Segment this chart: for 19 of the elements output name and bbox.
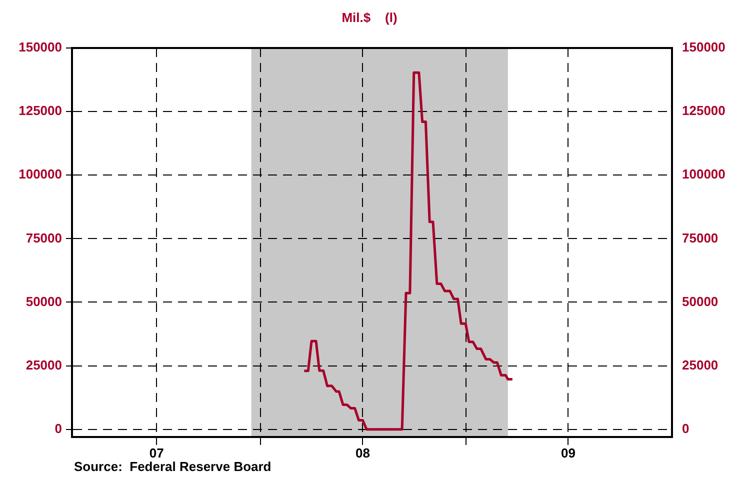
- y2-tick-label: 50000: [682, 294, 718, 309]
- y-tick-label: 25000: [26, 357, 62, 372]
- y-tick-label: 50000: [26, 294, 62, 309]
- y2-tick-label: 100000: [682, 166, 726, 182]
- y2-tick-label: 125000: [682, 103, 726, 118]
- y-axis-title: Mil.$ (l): [340, 10, 398, 25]
- x-tick-label: 08: [355, 445, 370, 460]
- y-tick-label: 0: [54, 420, 62, 436]
- y2-tick-label: 150000: [682, 40, 726, 55]
- y-tick-label: 100000: [18, 166, 62, 182]
- y-tick-label: 125000: [18, 103, 62, 118]
- y-tick-label: 75000: [26, 230, 62, 246]
- x-tick-label: 09: [561, 445, 576, 460]
- y-tick-label: 150000: [18, 40, 62, 55]
- y2-tick-label: 75000: [682, 230, 718, 246]
- y2-tick-label: 25000: [682, 357, 718, 372]
- x-tick-label: 07: [149, 445, 164, 460]
- y2-tick-label: 0: [682, 420, 690, 436]
- source-note: Source: Federal Reserve Board: [74, 459, 272, 474]
